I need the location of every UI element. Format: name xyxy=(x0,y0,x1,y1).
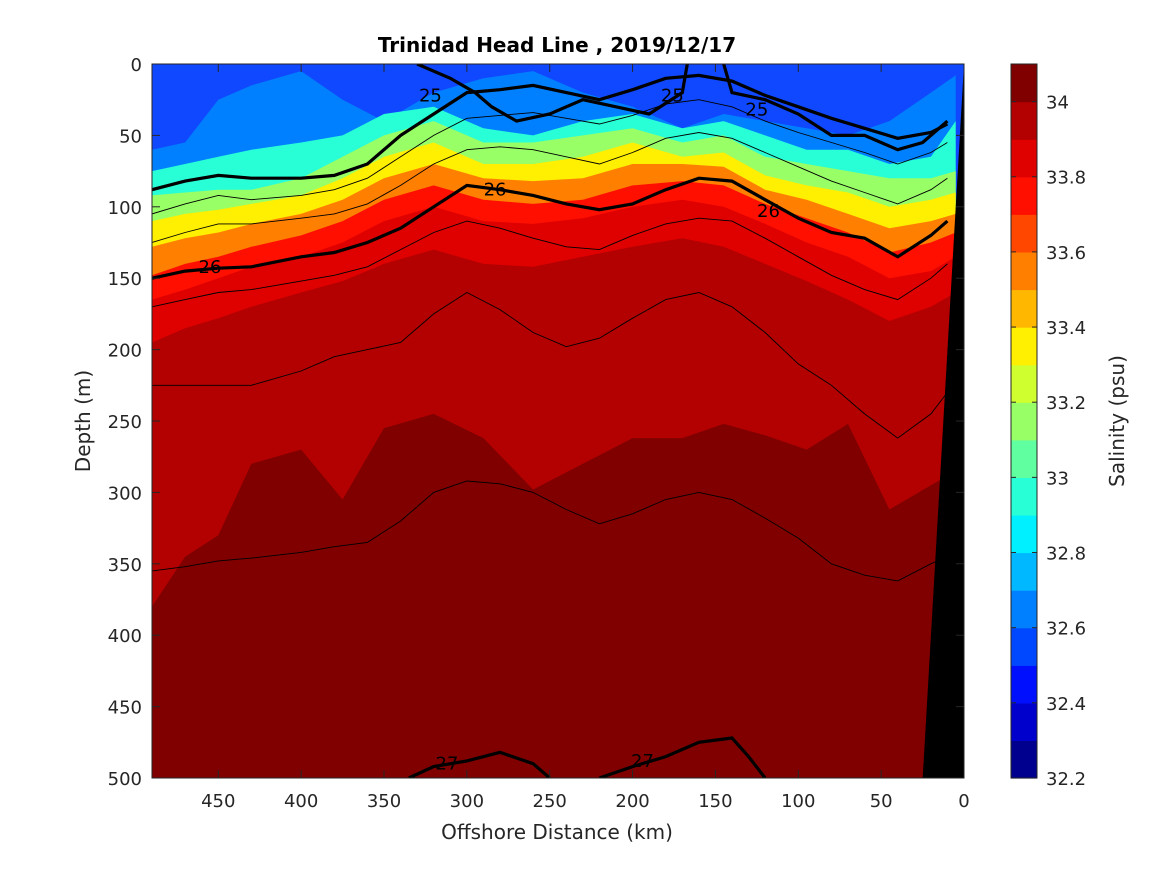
thin-contour-1 xyxy=(152,132,948,243)
isopycnal-line-1 xyxy=(722,64,949,152)
x-tick-label: 450 xyxy=(201,791,235,812)
salinity-fill-layers xyxy=(152,71,956,778)
colorbar-label: Salinity (psu) xyxy=(1105,355,1129,487)
x-tick-label: 200 xyxy=(615,791,649,812)
y-axis: 0 50 100 150 200 250 300 350 400 450 500 xyxy=(108,55,964,790)
colorbar-swatch-10 xyxy=(1011,364,1037,403)
colorbar-swatch-13 xyxy=(1011,251,1037,291)
isopycnal-label-0-0: 25 xyxy=(419,85,442,106)
x-tick-label: 400 xyxy=(284,791,318,812)
y-tick-label: 350 xyxy=(108,555,142,576)
colorbar-swatch-0 xyxy=(1011,740,1037,779)
x-tick-label: 300 xyxy=(450,791,484,812)
y-tick-label: 250 xyxy=(108,412,142,433)
isopycnal-labels: 25 25 25 26 26 26 27 27 xyxy=(199,85,780,775)
thin-contour-4 xyxy=(152,480,948,582)
chart-title: Trinidad Head Line , 2019/12/17 xyxy=(378,33,736,57)
colorbar-frame xyxy=(1010,63,1038,779)
x-axis-label: Offshore Distance (km) xyxy=(441,820,673,844)
y-tick-label: 450 xyxy=(108,698,142,719)
colorbar-tick-label: 33 xyxy=(1046,468,1069,489)
y-tick-label: 400 xyxy=(108,626,142,647)
isopycnal-label-1-0: 25 xyxy=(661,85,684,106)
colorbar-tick-label: 32.4 xyxy=(1046,694,1086,715)
x-tick-label: 50 xyxy=(870,791,893,812)
isopycnal-label-2-2: 26 xyxy=(757,201,780,222)
y-tick-label: 200 xyxy=(108,341,142,362)
x-axis: 450 400 350 300 250 200 150 100 50 0 xyxy=(201,64,970,812)
isopycnal-line-3 xyxy=(152,73,949,192)
colorbar-swatch-4 xyxy=(1011,590,1037,629)
colorbar-swatch-9 xyxy=(1011,402,1037,441)
colorbar-tick-label: 33.6 xyxy=(1046,243,1086,264)
colorbar-tick-label: 32.6 xyxy=(1046,619,1086,640)
colorbar-swatch-3 xyxy=(1011,627,1037,666)
colorbar-tick-label: 32.8 xyxy=(1046,544,1086,565)
isopycnal-line-0 xyxy=(416,64,689,123)
colorbar xyxy=(1011,64,1037,779)
x-tick-label: 150 xyxy=(698,791,732,812)
thin-contour-2 xyxy=(152,217,948,308)
x-tick-label: 100 xyxy=(781,791,815,812)
colorbar-swatch-12 xyxy=(1011,289,1037,328)
colorbar-tick-label: 34 xyxy=(1046,93,1069,114)
y-tick-label: 300 xyxy=(108,483,142,504)
colorbar-ticks: 32.2 32.4 32.6 32.8 33 33.2 33.4 33.6 33.8 34 xyxy=(1011,93,1086,790)
colorbar-swatch-17 xyxy=(1011,101,1037,140)
colorbar-swatch-11 xyxy=(1011,327,1037,366)
y-tick-label: 500 xyxy=(108,769,142,790)
isopycnal-label-2-0: 26 xyxy=(199,257,222,278)
isopycnal-label-4-0: 27 xyxy=(436,754,459,775)
colorbar-swatch-5 xyxy=(1011,552,1037,591)
colorbar-swatch-18 xyxy=(1011,64,1037,103)
colorbar-tick-label: 33.4 xyxy=(1046,318,1086,339)
y-axis-label: Depth (m) xyxy=(71,370,95,472)
colorbar-swatch-8 xyxy=(1011,439,1037,478)
isopycnal-lines xyxy=(152,64,949,778)
isopycnal-line-5 xyxy=(598,736,767,778)
y-tick-label: 150 xyxy=(108,269,142,290)
continental-shelf-mask xyxy=(922,64,964,778)
isopycnal-label-1-1: 25 xyxy=(745,100,768,121)
thin-contour-lines xyxy=(152,99,948,582)
colorbar-swatch-15 xyxy=(1011,176,1037,215)
x-tick-label: 250 xyxy=(533,791,567,812)
colorbar-swatch-6 xyxy=(1011,514,1037,554)
colorbar-swatch-16 xyxy=(1011,139,1037,178)
colorbar-swatch-7 xyxy=(1011,477,1037,516)
y-tick-label: 50 xyxy=(119,126,142,147)
colorbar-tick-label: 33.8 xyxy=(1046,168,1086,189)
isopycnal-label-2-1: 26 xyxy=(484,180,507,201)
y-tick-label: 0 xyxy=(131,55,142,76)
thin-contour-3 xyxy=(152,291,948,439)
colorbar-swatch-1 xyxy=(1011,702,1037,741)
colorbar-tick-label: 32.2 xyxy=(1046,769,1086,790)
colorbar-tick-label: 33.2 xyxy=(1046,393,1086,414)
thin-contour-0 xyxy=(152,99,948,215)
x-tick-label: 350 xyxy=(367,791,401,812)
x-tick-label: 0 xyxy=(958,791,969,812)
colorbar-swatch-2 xyxy=(1011,665,1037,704)
colorbar-swatch-14 xyxy=(1011,214,1037,253)
isopycnal-line-2 xyxy=(152,176,949,280)
isopycnal-line-4 xyxy=(408,750,551,778)
y-tick-label: 100 xyxy=(108,198,142,219)
plot-area: 25 25 25 26 26 26 27 27 xyxy=(152,64,964,778)
salinity-layer-9 xyxy=(162,642,956,778)
isopycnal-label-5-0: 27 xyxy=(631,751,654,772)
